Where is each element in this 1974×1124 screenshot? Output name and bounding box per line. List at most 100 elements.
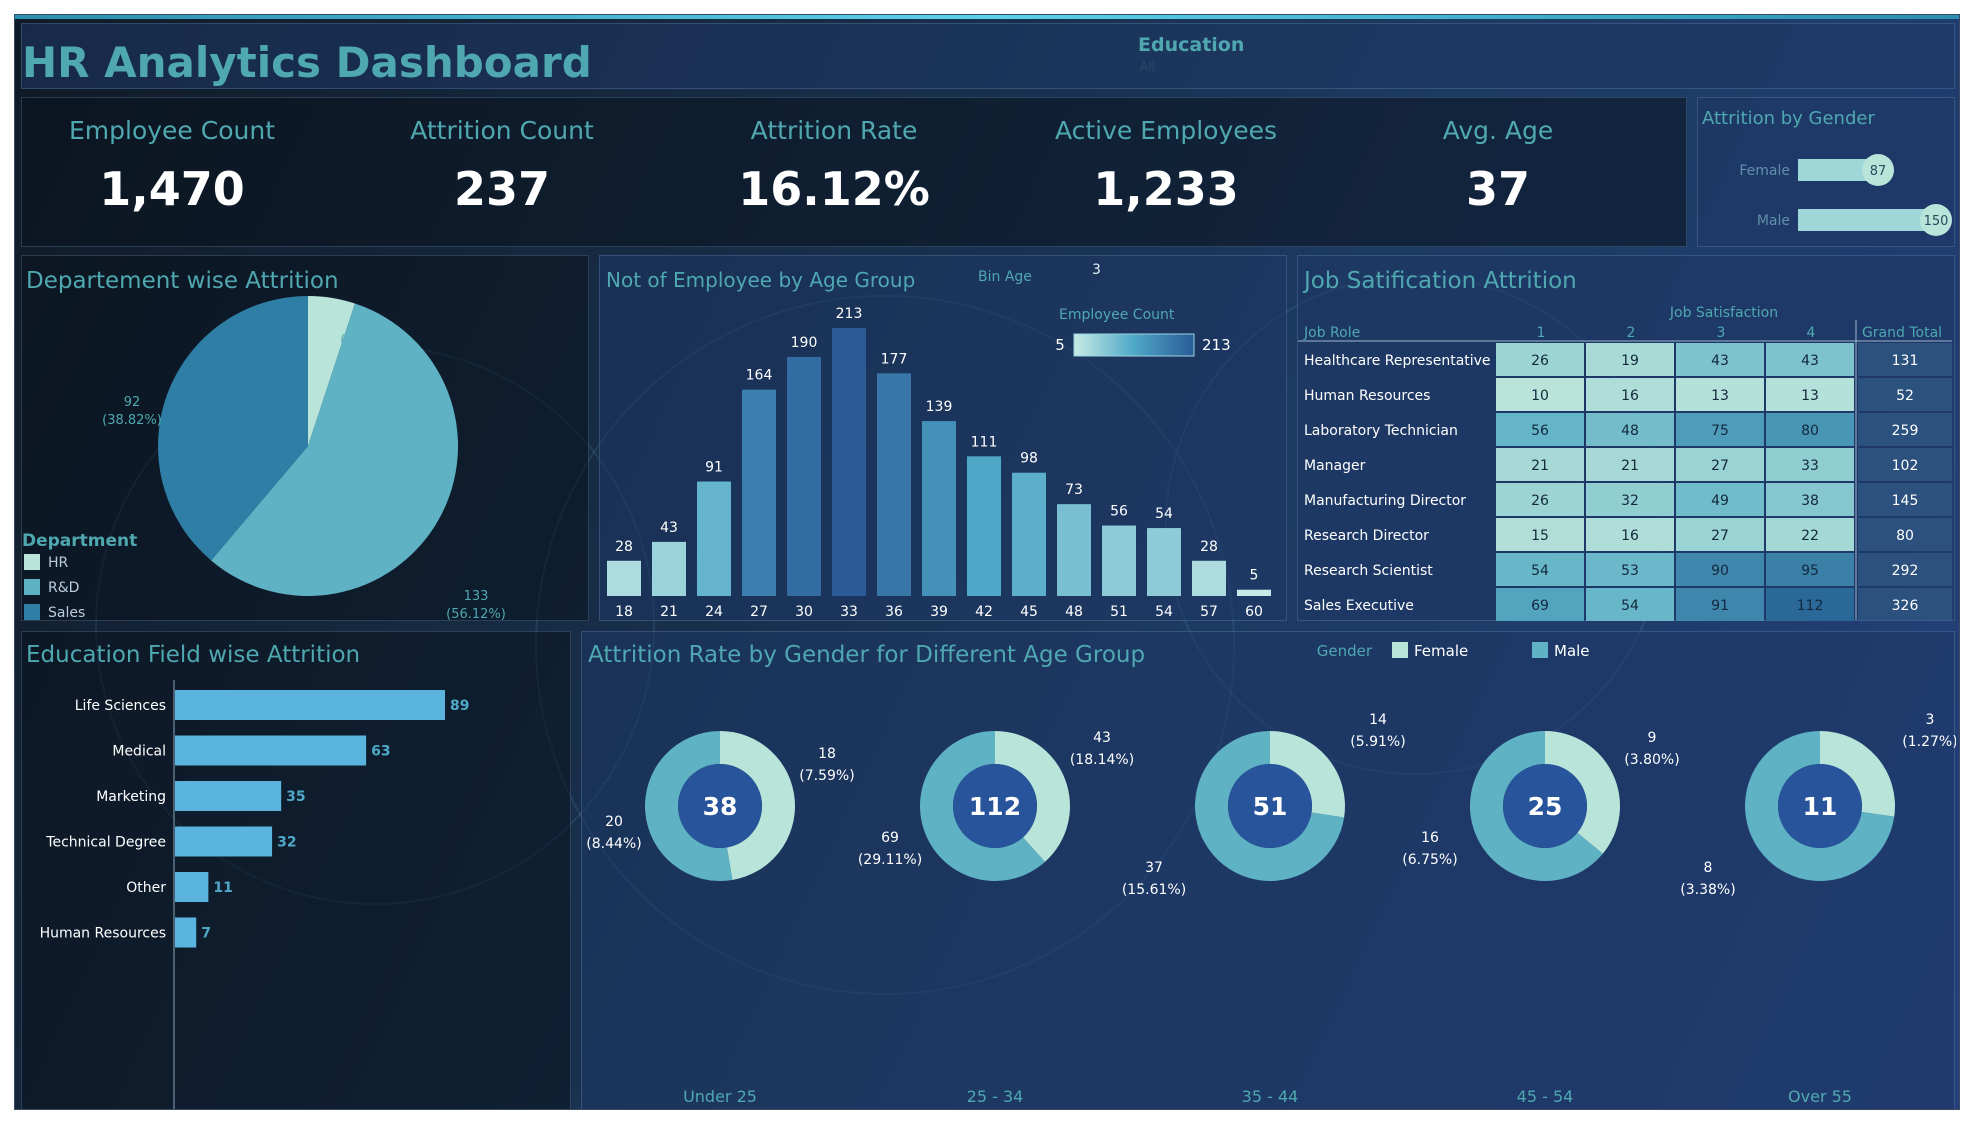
gender-age-legend-swatch: [1532, 642, 1548, 658]
job-heatmap-cell: [1766, 448, 1854, 481]
donut-female-label: 9: [1648, 730, 1657, 746]
donut-female-label: 43: [1093, 730, 1111, 746]
age-bar-value-label: 111: [971, 434, 998, 450]
age-axis-label: Bin Age: [978, 269, 1032, 285]
donut-female-segment: [1545, 731, 1620, 854]
kpi-avg-age-value: 37: [1465, 162, 1530, 216]
age-bar-value-label: 213: [836, 306, 863, 322]
education-value-label: 89: [450, 698, 469, 714]
education-filter-value[interactable]: All: [1140, 60, 1155, 74]
donut-male-label: 16: [1421, 830, 1439, 846]
age-bar-chart: Bin Age 3 Employee Count 5 213 28 18 43 21 91 24 16…: [607, 262, 1271, 620]
age-bar-value-label: 43: [660, 520, 678, 536]
job-cell-value: 32: [1621, 493, 1639, 509]
donut-group-label: 35 - 44: [1242, 1087, 1299, 1106]
donut-female-segment: [1820, 731, 1895, 817]
age-bar: [1192, 560, 1226, 596]
donut-center: [1228, 764, 1312, 848]
age-tick-label: 57: [1200, 604, 1218, 620]
age-panel: Not of Employee by Age Group Bin Age 3 Emp…: [599, 255, 1287, 621]
gender-age-legend-label: Male: [1554, 642, 1590, 660]
job-heatmap-cell: [1586, 553, 1674, 586]
job-cell-value: 33: [1801, 458, 1819, 474]
education-category-label: Marketing: [96, 789, 166, 805]
age-bar-value-label: 54: [1155, 506, 1173, 522]
age-bar-value-label: 28: [1200, 539, 1218, 555]
job-cell-value: 22: [1801, 528, 1819, 544]
age-tick-label: 48: [1065, 604, 1083, 620]
age-bar: [787, 356, 821, 596]
donut-group-label: 25 - 34: [967, 1087, 1024, 1106]
department-slice-label: (56.12%): [446, 607, 506, 622]
donut-female-segment: [995, 731, 1070, 862]
job-heatmap-cell: [1766, 518, 1854, 551]
education-bar: [175, 826, 273, 857]
gender-bar-end: [1920, 204, 1952, 236]
job-satisfaction-heatmap: Job Satisfaction Job Role 1 2 3 4 Grand Total H…: [1298, 305, 1952, 621]
job-cell-value: 13: [1711, 388, 1729, 404]
job-cell-value: 26: [1531, 493, 1549, 509]
job-heatmap-cell: [1766, 553, 1854, 586]
education-category-label: Human Resources: [40, 926, 166, 942]
job-column-label: 4: [1807, 325, 1816, 341]
donut-male-label: (29.11%): [858, 852, 922, 868]
age-bin-size: 3: [1092, 262, 1101, 278]
age-bar: [742, 389, 776, 596]
job-cell-value: 26: [1531, 353, 1549, 369]
job-row-total: 326: [1892, 598, 1919, 614]
job-row-total: 131: [1892, 353, 1919, 369]
donut-male-segment: [1745, 731, 1895, 881]
job-cell-value: 69: [1531, 598, 1549, 614]
gender-chart-title: Attrition by Gender: [1702, 108, 1875, 129]
education-category-label: Technical Degree: [45, 835, 166, 851]
job-cell-value: 95: [1801, 563, 1819, 579]
department-legend-label: Sales: [48, 605, 85, 621]
age-legend-min: 5: [1055, 336, 1065, 354]
job-cell-value: 90: [1711, 563, 1729, 579]
job-total-cell: [1858, 553, 1952, 586]
age-tick-label: 27: [750, 604, 768, 620]
age-bar-value-label: 91: [705, 460, 723, 476]
job-total-cell: [1858, 448, 1952, 481]
gender-category-label: Female: [1739, 163, 1790, 179]
kpi-attrition-rate-label: Attrition Rate: [750, 116, 918, 145]
age-tick-label: 21: [660, 604, 678, 620]
department-pie-slice: [308, 296, 355, 446]
donut-male-label: (6.75%): [1402, 852, 1457, 868]
header-panel: HR Analytics Dashboard Education All: [21, 23, 1955, 89]
education-value-label: 35: [286, 789, 305, 805]
age-bar-value-label: 73: [1065, 482, 1083, 498]
job-heatmap-cell: [1496, 448, 1584, 481]
job-cell-value: 80: [1801, 423, 1819, 439]
department-legend-title: Department: [22, 531, 137, 551]
job-column-label: 3: [1717, 325, 1726, 341]
job-row-header: Job Role: [1303, 325, 1360, 341]
donut-female-label: (18.14%): [1070, 752, 1134, 768]
job-column-label: 2: [1627, 325, 1636, 341]
donut-male-segment: [1195, 731, 1345, 881]
donut-female-segment: [720, 731, 795, 880]
age-bar-value-label: 190: [791, 335, 818, 351]
job-heatmap-cell: [1496, 518, 1584, 551]
donut-total-label: 112: [969, 792, 1021, 821]
job-cell-value: 75: [1711, 423, 1729, 439]
education-bar: [175, 872, 209, 902]
donut-male-label: (8.44%): [586, 836, 641, 852]
education-value-label: 7: [201, 926, 211, 942]
education-value-label: 11: [213, 880, 232, 896]
education-filter-label[interactable]: Education: [1138, 34, 1245, 56]
gender-bar: [1798, 209, 1936, 231]
age-tick-label: 54: [1155, 604, 1173, 620]
job-heatmap-cell: [1496, 343, 1584, 376]
job-heatmap-cell: [1496, 588, 1584, 621]
job-heatmap-cell: [1676, 483, 1764, 516]
job-row-total: 52: [1896, 388, 1914, 404]
department-legend-label: R&D: [48, 580, 79, 596]
age-legend-bar: [1073, 333, 1195, 357]
donut-female-label: (7.59%): [799, 768, 854, 784]
job-cell-value: 48: [1621, 423, 1639, 439]
age-bar: [967, 456, 1001, 596]
department-legend-swatch: [24, 604, 40, 620]
donut-male-label: 8: [1704, 860, 1713, 876]
education-category-label: Medical: [112, 744, 166, 760]
